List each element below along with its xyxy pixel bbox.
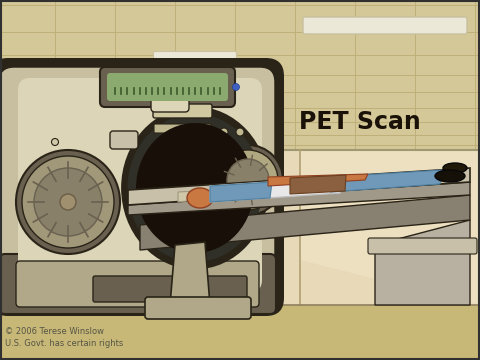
Polygon shape	[128, 168, 470, 205]
FancyBboxPatch shape	[303, 17, 467, 34]
Polygon shape	[140, 195, 470, 250]
Ellipse shape	[443, 163, 467, 173]
FancyBboxPatch shape	[18, 78, 262, 292]
FancyBboxPatch shape	[154, 51, 237, 63]
FancyBboxPatch shape	[93, 276, 247, 302]
Polygon shape	[0, 150, 480, 305]
Circle shape	[218, 150, 278, 210]
Polygon shape	[128, 182, 470, 215]
Ellipse shape	[128, 114, 263, 262]
Ellipse shape	[435, 170, 465, 182]
Circle shape	[22, 156, 114, 248]
Circle shape	[227, 159, 269, 201]
Ellipse shape	[187, 188, 213, 208]
Circle shape	[60, 194, 76, 210]
Circle shape	[51, 139, 59, 145]
Ellipse shape	[122, 108, 267, 268]
Polygon shape	[0, 0, 480, 150]
FancyBboxPatch shape	[368, 238, 477, 254]
FancyBboxPatch shape	[154, 124, 211, 133]
Polygon shape	[210, 177, 342, 202]
Circle shape	[213, 145, 283, 215]
Circle shape	[236, 128, 244, 136]
FancyBboxPatch shape	[153, 104, 212, 118]
FancyBboxPatch shape	[110, 131, 138, 149]
FancyBboxPatch shape	[107, 73, 228, 101]
Polygon shape	[300, 150, 480, 305]
Polygon shape	[330, 170, 442, 192]
Text: PET Scan: PET Scan	[299, 110, 421, 134]
Polygon shape	[375, 220, 470, 305]
Circle shape	[232, 84, 240, 90]
FancyBboxPatch shape	[0, 66, 276, 308]
Polygon shape	[0, 305, 480, 360]
Circle shape	[16, 150, 120, 254]
Polygon shape	[210, 182, 272, 202]
FancyBboxPatch shape	[145, 297, 251, 319]
Polygon shape	[178, 190, 215, 202]
Polygon shape	[170, 242, 210, 305]
Text: © 2006 Terese Winslow
U.S. Govt. has certain rights: © 2006 Terese Winslow U.S. Govt. has cer…	[5, 327, 123, 348]
FancyBboxPatch shape	[151, 88, 189, 112]
Circle shape	[34, 168, 102, 236]
Circle shape	[220, 128, 228, 136]
Polygon shape	[268, 174, 368, 186]
FancyBboxPatch shape	[0, 254, 276, 314]
Ellipse shape	[136, 123, 254, 253]
Polygon shape	[290, 175, 346, 194]
FancyBboxPatch shape	[16, 261, 259, 307]
FancyBboxPatch shape	[100, 67, 235, 107]
FancyBboxPatch shape	[0, 58, 284, 316]
